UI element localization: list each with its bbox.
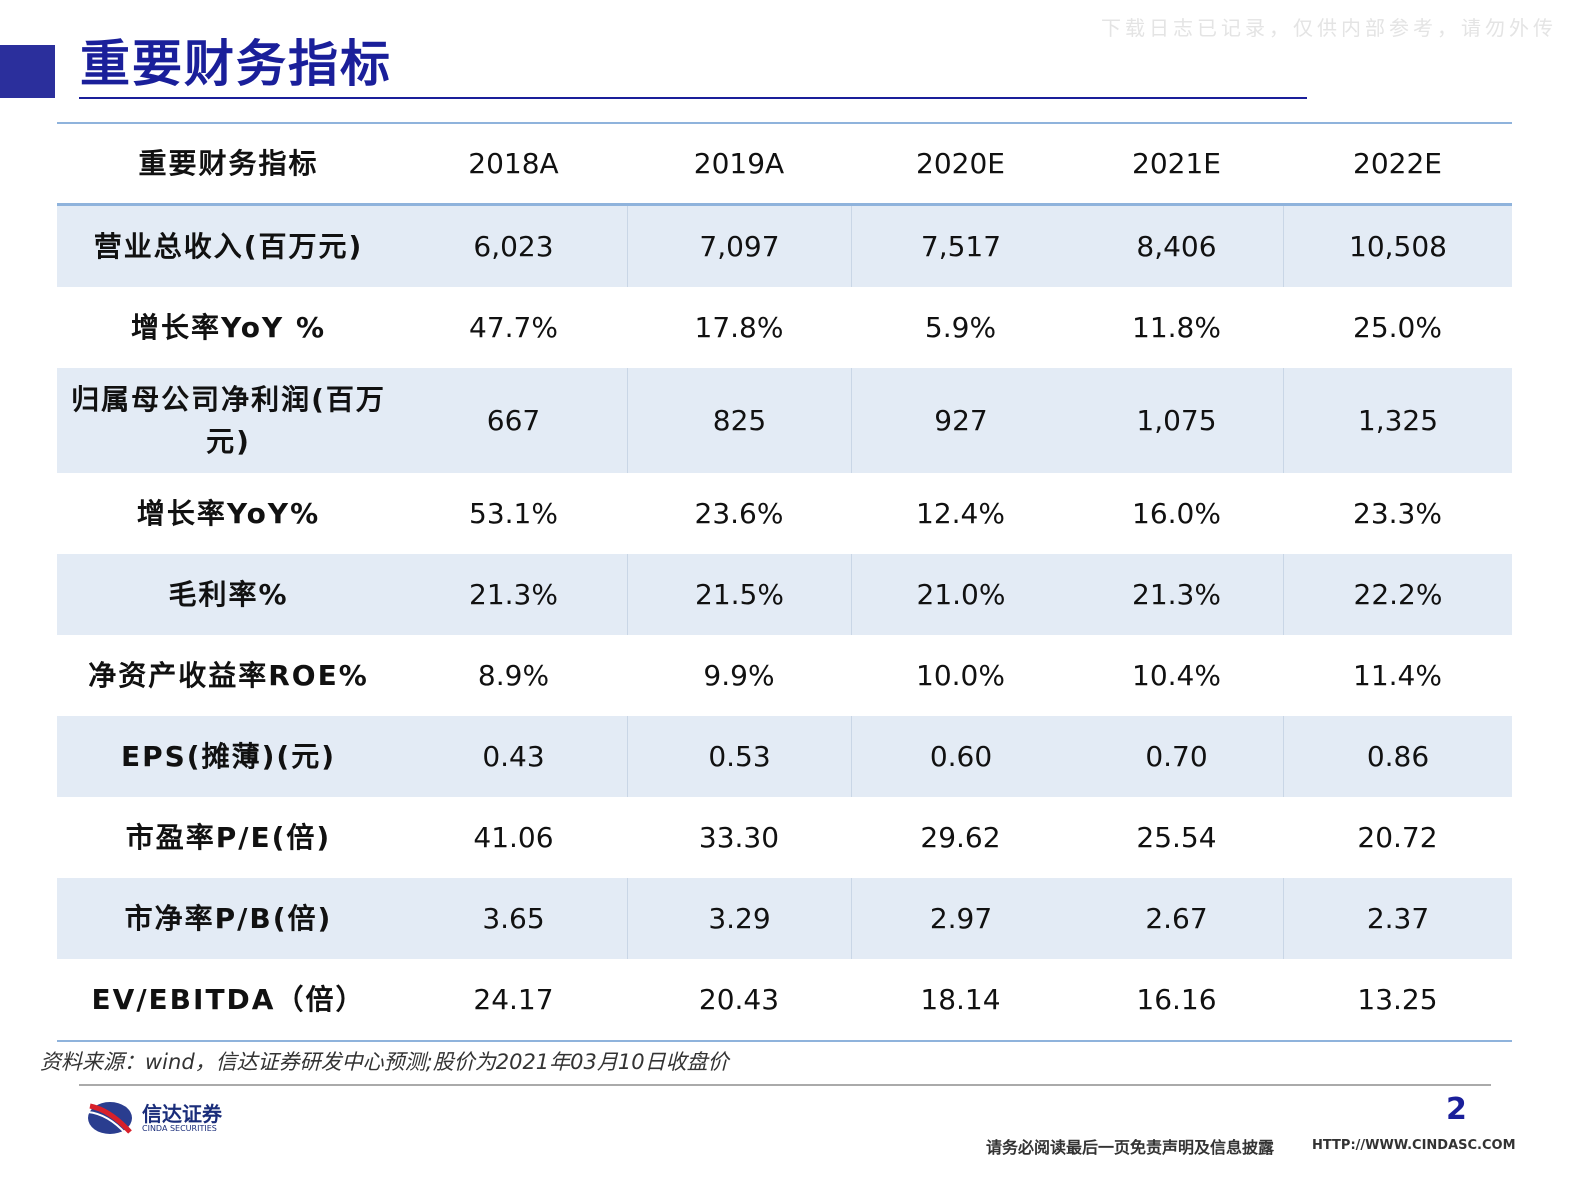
logo-text-en: CINDA SECURITIES (142, 1123, 217, 1133)
disclaimer: 请务必阅读最后一页免责声明及信息披露 (986, 1138, 1275, 1157)
source-note: 资料来源：wind，信达证券研发中心预测;股价为2021年03月10日收盘价 (40, 1050, 729, 1074)
row-label: 营业总收入(百万元) (93, 229, 364, 263)
table-cell: 25.54 (1136, 821, 1217, 854)
row-label: 净资产收益率ROE% (88, 658, 369, 692)
table-cell: 47.7% (469, 311, 558, 344)
logo-icon (87, 1102, 132, 1135)
table-cell: 18.14 (920, 983, 1001, 1016)
table-row: 增长率YoY % 47.7% 17.8% 5.9% 11.8% 25.0% (57, 287, 1512, 368)
table-cell: 3.65 (482, 902, 545, 935)
page-number: 2 (1446, 1092, 1467, 1127)
row-label: 重要财务指标 (138, 146, 319, 180)
table-row: 市净率P/B(倍) 3.65 3.29 2.97 2.67 2.37 (57, 878, 1512, 959)
table-cell: 2.97 (851, 878, 1070, 959)
row-label: EV/EBITDA（倍） (91, 982, 366, 1016)
table-cell: 825 (627, 368, 851, 473)
table-cell: 2020E (916, 147, 1005, 180)
table-cell: 53.1% (469, 497, 558, 530)
row-label: 市盈率P/E(倍) (125, 820, 332, 854)
table-cell: 0.53 (627, 716, 851, 797)
table-cell: 2022E (1353, 147, 1442, 180)
table-cell: 10,508 (1283, 206, 1512, 287)
table-cell: 12.4% (916, 497, 1005, 530)
table-cell: 16.0% (1132, 497, 1221, 530)
table-cell: 16.16 (1136, 983, 1217, 1016)
table-cell: 2019A (693, 147, 785, 180)
table-cell: 0.86 (1283, 716, 1512, 797)
table-cell: 7,517 (851, 206, 1070, 287)
logo-text-cn: 信达证券 (142, 1101, 222, 1126)
table-cell: 0.60 (851, 716, 1070, 797)
table-cell: 13.25 (1357, 983, 1438, 1016)
table-cell: 3.29 (627, 878, 851, 959)
table-cell: 2021E (1132, 147, 1221, 180)
table-cell: 11.8% (1132, 311, 1221, 344)
table-cell: 2.37 (1283, 878, 1512, 959)
table-cell: 0.70 (1145, 740, 1208, 773)
table-cell: 29.62 (920, 821, 1001, 854)
table-row: 归属母公司净利润(百万元) 667 825 927 1,075 1,325 (57, 368, 1512, 473)
table-cell: 10.4% (1132, 659, 1221, 692)
row-label: 归属母公司净利润(百万元) (71, 382, 386, 458)
table-row: 市盈率P/E(倍) 41.06 33.30 29.62 25.54 20.72 (57, 797, 1512, 878)
table-cell: 1,075 (1136, 404, 1217, 437)
financial-table: 重要财务指标 2018A 2019A 2020E 2021E 2022E 营业总收入(百万元… (57, 122, 1512, 1042)
table-cell: 927 (851, 368, 1070, 473)
table-cell: 10.0% (916, 659, 1005, 692)
table-cell: 20.43 (698, 983, 780, 1016)
table-cell: 33.30 (698, 821, 780, 854)
row-label: 增长率YoY % (130, 310, 327, 344)
table-row: 增长率YoY% 53.1% 23.6% 12.4% 16.0% 23.3% (57, 473, 1512, 554)
table-cell: 8.9% (477, 659, 550, 692)
table-cell: 8,406 (1136, 230, 1217, 263)
table-cell: 21.0% (851, 554, 1070, 635)
website-url: HTTP://WWW.CINDASC.COM (1312, 1138, 1516, 1153)
table-header-row: 重要财务指标 2018A 2019A 2020E 2021E 2022E (57, 124, 1512, 206)
title-accent-bar (0, 45, 55, 98)
watermark: 下载日志已记录，仅供内部参考，请勿外传 (1101, 16, 1557, 40)
table-cell: 21.3% (469, 578, 558, 611)
row-label: 增长率YoY% (136, 496, 321, 530)
table-cell: 22.2% (1283, 554, 1512, 635)
table-cell: 23.6% (694, 497, 784, 530)
row-label: 毛利率% (168, 577, 289, 611)
row-label: 市净率P/B(倍) (124, 901, 333, 935)
table-cell: 667 (486, 404, 541, 437)
title-underline (79, 97, 1307, 99)
table-row: EPS(摊薄)(元) 0.43 0.53 0.60 0.70 0.86 (57, 716, 1512, 797)
table-cell: 24.17 (473, 983, 554, 1016)
table-row: 毛利率% 21.3% 21.5% 21.0% 21.3% 22.2% (57, 554, 1512, 635)
table-cell: 2.67 (1145, 902, 1208, 935)
table-cell: 20.72 (1357, 821, 1438, 854)
table-cell: 9.9% (703, 659, 775, 692)
table-cell: 6,023 (473, 230, 554, 263)
table-row: 净资产收益率ROE% 8.9% 9.9% 10.0% 10.4% 11.4% (57, 635, 1512, 716)
table-cell: 1,325 (1283, 368, 1512, 473)
table-row: 营业总收入(百万元) 6,023 7,097 7,517 8,406 10,508 (57, 206, 1512, 287)
table-cell: 25.0% (1353, 311, 1442, 344)
table-cell: 5.9% (924, 311, 997, 344)
table-cell: 17.8% (694, 311, 784, 344)
cinda-logo: 信达证券 CINDA SECURITIES (86, 1100, 222, 1136)
table-cell: 2018A (468, 147, 559, 180)
table-cell: 41.06 (473, 821, 554, 854)
row-label: EPS(摊薄)(元) (120, 739, 336, 773)
table-cell: 7,097 (627, 206, 851, 287)
table-row: EV/EBITDA（倍） 24.17 20.43 18.14 16.16 13.25 (57, 959, 1512, 1040)
table-cell: 11.4% (1353, 659, 1442, 692)
table-cell: 0.43 (482, 740, 545, 773)
page-title: 重要财务指标 (80, 35, 392, 93)
footer-divider (79, 1084, 1491, 1086)
table-cell: 21.3% (1132, 578, 1221, 611)
table-cell: 21.5% (627, 554, 851, 635)
table-cell: 23.3% (1353, 497, 1442, 530)
